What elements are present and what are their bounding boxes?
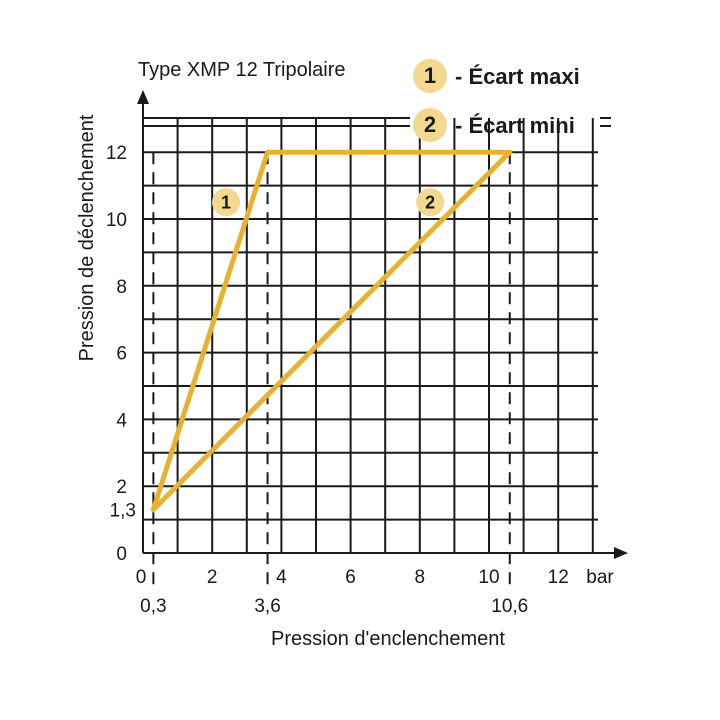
- x-tick-label: 12: [548, 567, 569, 588]
- x-tick-label: 4: [276, 567, 287, 588]
- series-badge-2-number: 2: [425, 192, 435, 212]
- series-line-2: [150, 149, 513, 513]
- legend: 1 - Écart maxi 2 - Écart mini: [413, 59, 580, 142]
- series-badge-1: [212, 188, 241, 217]
- y-tick-label: 8: [116, 277, 127, 298]
- y-tick-label: 0: [116, 544, 127, 565]
- y-tick-label: 10: [106, 210, 127, 231]
- series-lines: [150, 149, 513, 513]
- legend-item-1: 1 - Écart maxi: [413, 59, 580, 93]
- series-badge-2: [416, 188, 445, 217]
- x-tick-label: 6: [345, 567, 356, 588]
- series-badge-1-number: 1: [221, 192, 231, 212]
- x-tick-label-extra: 3,6: [254, 596, 280, 617]
- x-axis-title: Pression d'enclenchement: [271, 628, 505, 650]
- legend-label-2: - Écart mini: [455, 113, 575, 138]
- legend-badge-2-number: 2: [424, 112, 436, 137]
- x-axis-arrow: [614, 547, 628, 559]
- y-tick-label: 2: [116, 477, 127, 498]
- x-tick-label-extra: 0,3: [140, 596, 166, 617]
- legend-item-2: 2 - Écart mini: [413, 108, 575, 142]
- chart-title: Type XMP 12 Tripolaire: [138, 59, 346, 81]
- x-tick-label-extra: 10,6: [491, 596, 528, 617]
- y-tick-label: 6: [116, 344, 127, 365]
- x-tick-label: 8: [415, 567, 426, 588]
- x-tick-label: 2: [207, 567, 218, 588]
- x-axis-unit: bar: [586, 567, 614, 588]
- axes: [137, 90, 628, 559]
- x-tick-label: 0: [136, 567, 147, 588]
- y-tick-label-extra: 1,3: [110, 501, 136, 522]
- y-axis-title: Pression de déclenchement: [76, 114, 98, 361]
- legend-rule-lines: [143, 117, 611, 127]
- legend-badge-2: [413, 108, 447, 142]
- reference-dashed-lines: [152, 152, 511, 592]
- y-axis-arrow: [137, 90, 149, 104]
- y-tick-label: 4: [116, 410, 127, 431]
- x-tick-label: 10: [478, 567, 499, 588]
- legend-label-1: - Écart maxi: [455, 64, 580, 89]
- y-tick-label: 12: [106, 143, 127, 164]
- series-line-1: [150, 149, 271, 513]
- legend-badge-1: [413, 59, 447, 93]
- legend-badge-1-number: 1: [424, 63, 436, 88]
